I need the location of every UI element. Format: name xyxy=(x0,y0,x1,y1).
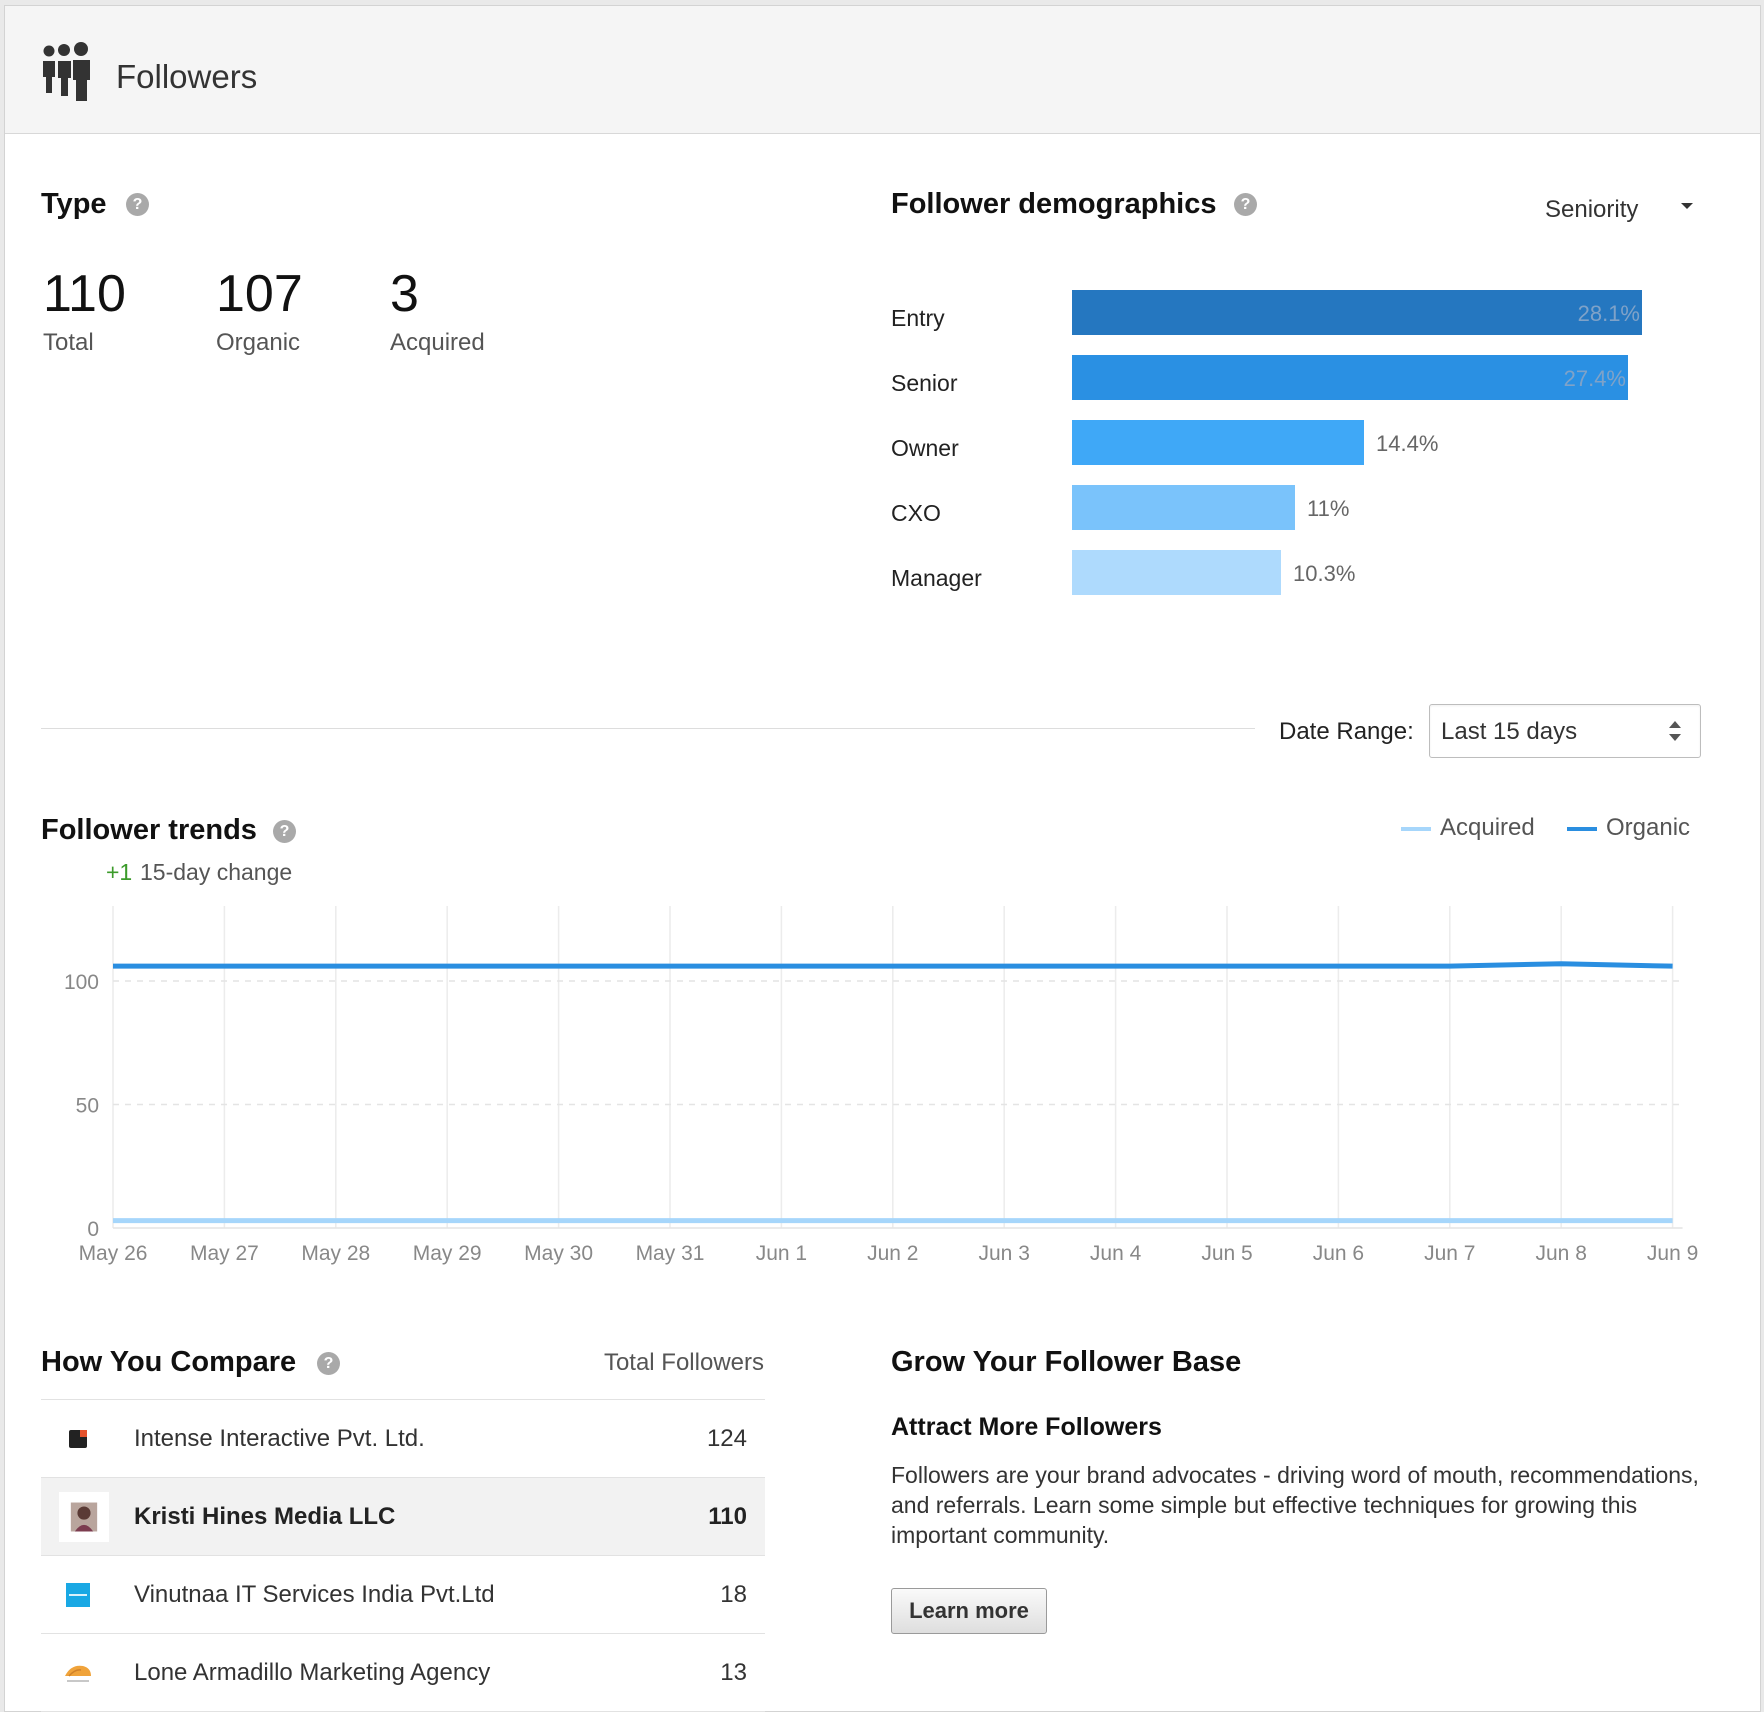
organic-label: Organic xyxy=(216,329,301,356)
compare-top-divider xyxy=(41,1399,765,1400)
page-title: Followers xyxy=(116,58,258,95)
x-tick-label: May 26 xyxy=(79,1242,148,1265)
x-tick-label: Jun 7 xyxy=(1424,1242,1475,1265)
demographic-bar[interactable] xyxy=(1072,550,1281,595)
x-tick-label: Jun 2 xyxy=(867,1242,918,1265)
x-tick-label: Jun 6 xyxy=(1313,1242,1364,1265)
grow-subheading: Attract More Followers xyxy=(891,1413,1162,1441)
series-line-organic xyxy=(113,961,1673,969)
compare-heading: How You Compare xyxy=(41,1346,297,1378)
x-tick-label: May 31 xyxy=(636,1242,705,1265)
demographic-value: 28.1% xyxy=(1577,301,1640,326)
followers-card: Followers Type ? 110 Total 107 Organic 3… xyxy=(4,5,1761,1712)
section-divider xyxy=(41,728,1255,729)
trends-heading: Follower trends xyxy=(41,814,257,846)
grow-line-2: and referrals. Learn some simple but eff… xyxy=(891,1492,1638,1518)
demographic-bar[interactable] xyxy=(1072,290,1642,335)
y-tick-label: 0 xyxy=(87,1218,99,1241)
compare-help-icon[interactable]: ? xyxy=(317,1352,340,1375)
x-tick-label: May 29 xyxy=(413,1242,482,1265)
total-label: Total xyxy=(43,329,94,356)
demographic-label: CXO xyxy=(891,500,941,526)
grow-line-1: Followers are your brand advocates - dri… xyxy=(891,1462,1699,1488)
demographic-value: 27.4% xyxy=(1563,366,1626,391)
y-tick-label: 100 xyxy=(64,971,99,994)
updown-arrow-icon xyxy=(1669,721,1681,741)
date-range-value: Last 15 days xyxy=(1441,718,1578,745)
demographics-heading: Follower demographics xyxy=(891,188,1217,220)
total-followers-column: Total Followers xyxy=(603,1349,764,1376)
acquired-value: 3 xyxy=(390,265,419,323)
company-name[interactable]: Intense Interactive Pvt. Ltd. xyxy=(134,1425,425,1452)
x-tick-label: Jun 1 xyxy=(756,1242,807,1265)
x-tick-label: Jun 9 xyxy=(1647,1242,1698,1265)
follower-trends-chart: 0 50 100 May 26 May 27 May 28 May 29 May 30 May … xyxy=(64,906,1698,1265)
company-name[interactable]: Kristi Hines Media LLC xyxy=(134,1503,396,1530)
organic-value: 107 xyxy=(216,265,303,323)
compare-row[interactable]: Lone Armadillo Marketing Agency 13 xyxy=(41,1634,765,1712)
chevron-down-icon xyxy=(1681,203,1693,209)
x-tick-label: Jun 4 xyxy=(1090,1242,1142,1265)
total-value: 110 xyxy=(43,265,126,323)
demographic-label: Manager xyxy=(891,565,982,591)
kristi-avatar-icon xyxy=(59,1492,109,1542)
grow-heading: Grow Your Follower Base xyxy=(891,1346,1242,1378)
learn-more-button[interactable]: Learn more xyxy=(891,1588,1047,1634)
follower-count: 18 xyxy=(720,1581,747,1608)
trends-help-icon[interactable]: ? xyxy=(273,820,296,843)
demographic-bar[interactable] xyxy=(1072,420,1364,465)
type-help-icon[interactable]: ? xyxy=(126,193,149,216)
grow-line-3: important community. xyxy=(891,1522,1110,1548)
x-tick-label: Jun 5 xyxy=(1201,1242,1252,1265)
x-tick-label: Jun 3 xyxy=(979,1242,1030,1265)
x-tick-label: May 28 xyxy=(301,1242,370,1265)
x-tick-label: May 27 xyxy=(190,1242,259,1265)
follower-count: 13 xyxy=(720,1659,747,1686)
type-heading: Type xyxy=(41,188,107,220)
vinutnaa-logo-icon xyxy=(66,1583,90,1607)
date-range-select[interactable]: Last 15 days xyxy=(1429,704,1701,758)
legend-organic-swatch xyxy=(1567,827,1597,831)
compare-row-current[interactable]: Kristi Hines Media LLC 110 xyxy=(41,1478,765,1556)
page-header: Followers xyxy=(5,6,1760,134)
change-value: +1 xyxy=(106,859,133,885)
demographics-help-icon[interactable]: ? xyxy=(1234,193,1257,216)
demographic-label: Entry xyxy=(891,305,945,331)
seniority-dropdown[interactable]: Seniority xyxy=(1535,186,1705,226)
company-name[interactable]: Lone Armadillo Marketing Agency xyxy=(134,1659,491,1686)
legend-acquired[interactable]: Acquired xyxy=(1440,814,1535,841)
demographic-label: Owner xyxy=(891,435,959,461)
legend-acquired-swatch xyxy=(1401,827,1431,831)
demographic-value: 14.4% xyxy=(1376,431,1439,456)
acquired-label: Acquired xyxy=(390,329,485,356)
compare-row[interactable]: Vinutnaa IT Services India Pvt.Ltd 18 xyxy=(41,1556,765,1634)
change-label: 15-day change xyxy=(140,859,293,885)
demographic-bar[interactable] xyxy=(1072,485,1295,530)
demographic-label: Senior xyxy=(891,370,958,396)
people-icon xyxy=(43,42,90,101)
x-tick-label: Jun 8 xyxy=(1536,1242,1587,1265)
legend-organic[interactable]: Organic xyxy=(1606,814,1691,841)
follower-count: 124 xyxy=(706,1425,747,1452)
date-range-label: Date Range: xyxy=(1279,718,1414,745)
intense-logo-icon xyxy=(69,1430,87,1448)
demographic-value: 10.3% xyxy=(1293,561,1356,586)
seniority-dropdown-value: Seniority xyxy=(1545,196,1639,223)
demographic-bar[interactable] xyxy=(1072,355,1628,400)
follower-count: 110 xyxy=(708,1503,747,1530)
demographic-value: 11% xyxy=(1307,496,1350,521)
compare-row[interactable]: Intense Interactive Pvt. Ltd. 124 xyxy=(41,1400,765,1478)
x-tick-label: May 30 xyxy=(524,1242,593,1265)
armadillo-logo-icon xyxy=(65,1665,91,1682)
y-tick-label: 50 xyxy=(76,1095,99,1118)
company-name[interactable]: Vinutnaa IT Services India Pvt.Ltd xyxy=(134,1581,495,1608)
